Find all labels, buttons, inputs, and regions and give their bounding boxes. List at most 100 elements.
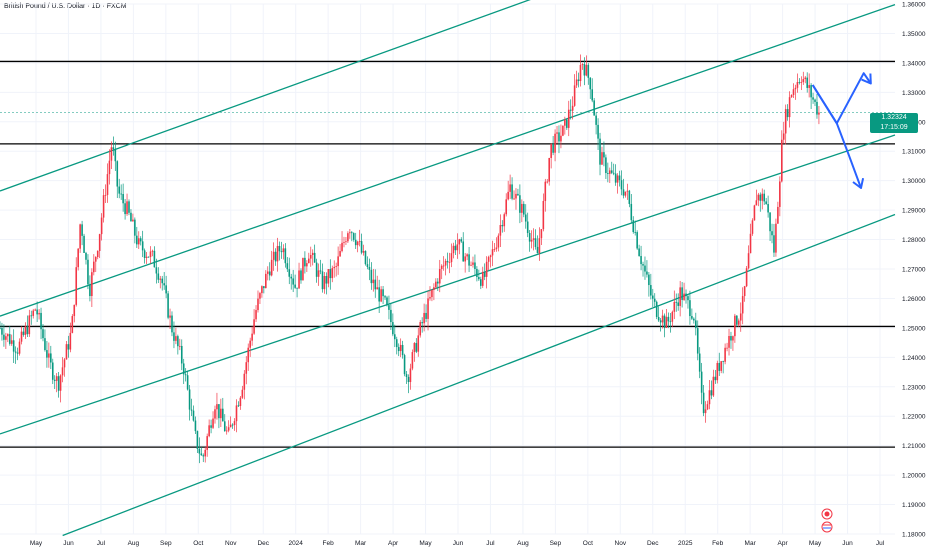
candle	[14, 346, 17, 364]
candle	[276, 237, 279, 272]
candle	[779, 176, 781, 217]
candle	[251, 326, 253, 346]
candle	[464, 252, 466, 273]
x-tick-label: Feb	[712, 540, 724, 547]
candle	[651, 288, 654, 307]
candle	[741, 287, 744, 325]
candle	[790, 94, 793, 98]
candle	[749, 223, 752, 254]
us-flag-icon[interactable]	[821, 521, 833, 533]
channel-line[interactable]	[0, 134, 896, 435]
channel-line[interactable]	[0, 3, 896, 317]
candle	[440, 264, 443, 280]
candle	[274, 248, 277, 266]
candle	[474, 254, 476, 276]
candle	[653, 293, 656, 308]
candle	[354, 232, 357, 250]
candle	[585, 55, 588, 77]
candle	[558, 125, 560, 154]
candle	[579, 54, 582, 87]
candle	[792, 83, 795, 99]
candle	[401, 340, 404, 359]
candle	[50, 345, 52, 370]
candle	[618, 170, 621, 187]
candle	[171, 311, 173, 337]
candle	[22, 327, 25, 337]
candle	[222, 397, 224, 422]
candle	[714, 369, 717, 384]
candle	[581, 63, 584, 70]
candle	[139, 236, 142, 246]
candle	[642, 261, 644, 277]
candle	[644, 256, 646, 280]
candle	[257, 290, 259, 313]
candle	[395, 336, 398, 355]
candle	[628, 189, 631, 208]
candle	[724, 343, 726, 365]
candle	[180, 339, 183, 371]
candle	[478, 269, 480, 281]
x-tick-label: Feb	[323, 540, 335, 547]
candle	[362, 244, 365, 256]
candle	[261, 285, 263, 298]
candle	[460, 237, 463, 243]
x-tick-label: Oct	[193, 540, 203, 547]
candle	[513, 190, 515, 201]
candle	[126, 193, 128, 216]
candle	[485, 256, 488, 289]
candle	[413, 342, 416, 362]
bar-countdown: 17:15:09	[880, 124, 908, 131]
candle	[614, 164, 617, 186]
candle	[51, 358, 54, 385]
x-tick-label: Jun	[842, 540, 853, 547]
candle	[706, 400, 709, 411]
candle	[540, 229, 543, 245]
candle	[55, 373, 58, 393]
candle	[388, 295, 390, 320]
projection-arrow-down[interactable]	[811, 84, 865, 189]
candle	[624, 191, 627, 198]
candle	[235, 399, 238, 433]
candle	[437, 278, 439, 292]
candle	[370, 262, 373, 290]
candle	[59, 374, 62, 403]
candle	[161, 275, 164, 291]
candle	[511, 177, 513, 201]
candle	[302, 257, 304, 281]
candle	[409, 363, 412, 390]
x-tick-label: Oct	[583, 540, 593, 547]
candle	[648, 271, 650, 297]
candle	[263, 286, 265, 294]
candle	[444, 258, 447, 276]
candle	[378, 279, 380, 314]
channel-line[interactable]	[62, 213, 896, 537]
candle	[693, 317, 695, 324]
chart-title: British Pound / U.S. Dollar · 1D · FXCM	[4, 3, 127, 10]
candle	[87, 254, 89, 290]
candle	[503, 212, 506, 232]
candle	[798, 78, 801, 85]
x-tick-label: Mar	[745, 540, 757, 547]
candle	[694, 312, 697, 336]
candle	[208, 419, 210, 438]
candle	[812, 92, 814, 104]
time-axis[interactable]: May Jun Jul Aug Sep Oct Nov Dec 2024 Feb Mar Apr May…	[30, 540, 885, 547]
price-axis[interactable]: 1.360001.350001.340001.330001.320001.310…	[902, 2, 926, 539]
candle	[364, 250, 367, 266]
candle	[265, 270, 267, 289]
candle	[214, 405, 216, 424]
x-tick-label: Jun	[63, 540, 74, 547]
candle	[106, 163, 109, 203]
candle	[726, 342, 728, 352]
uk-flag-icon[interactable]	[821, 508, 833, 520]
candle	[280, 241, 283, 259]
candle	[337, 246, 339, 275]
candle	[5, 332, 7, 350]
candle	[266, 266, 269, 281]
candle	[128, 199, 130, 216]
candle	[28, 309, 31, 337]
y-tick-label: 1.24000	[902, 355, 926, 362]
candle	[603, 141, 605, 167]
channel-line[interactable]	[0, 0, 533, 192]
